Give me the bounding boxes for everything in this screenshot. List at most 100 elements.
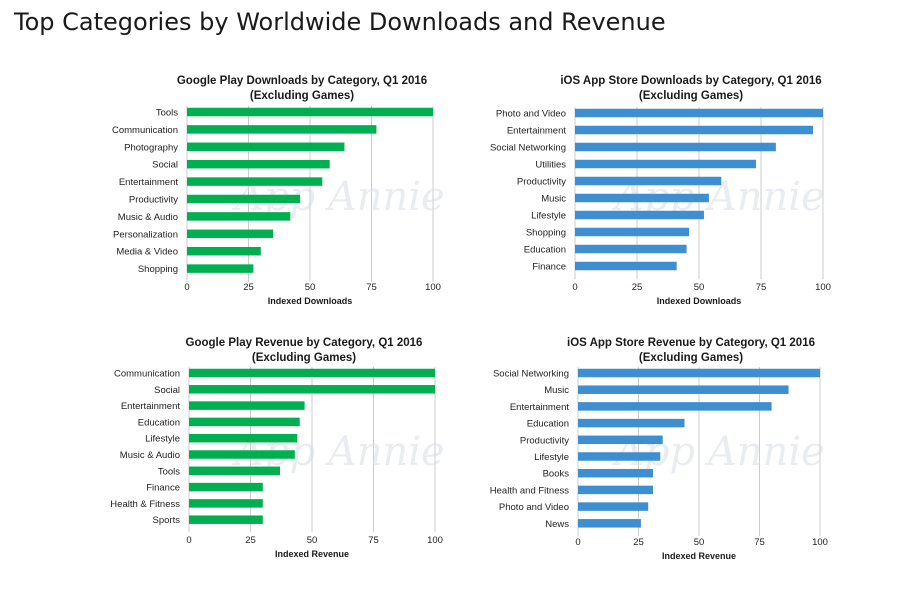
category-label: Music bbox=[544, 385, 569, 396]
bar bbox=[578, 502, 649, 511]
tick-label: 50 bbox=[694, 282, 705, 293]
chart-svg: Google Play Revenue by Category, Q1 2016… bbox=[110, 337, 444, 559]
bar bbox=[578, 452, 661, 461]
chart-subtitle: (Excluding Games) bbox=[250, 90, 354, 102]
tick-label: 50 bbox=[305, 282, 316, 293]
tick-label: 100 bbox=[812, 537, 828, 548]
category-label: Finance bbox=[532, 262, 566, 273]
bar bbox=[187, 229, 274, 239]
category-label: Books bbox=[543, 469, 570, 480]
category-label: Music & Audio bbox=[120, 450, 180, 461]
axis-title: Indexed Downloads bbox=[657, 296, 742, 306]
chart-ios-revenue: iOS App Store Revenue by Category, Q1 20… bbox=[450, 330, 880, 600]
bar bbox=[187, 264, 254, 273]
tick-label: 25 bbox=[243, 282, 254, 293]
chart-subtitle: (Excluding Games) bbox=[639, 352, 743, 364]
category-label: Music bbox=[541, 194, 566, 205]
category-label: Tools bbox=[156, 108, 178, 119]
category-label: Lifestyle bbox=[534, 452, 569, 463]
bar bbox=[575, 125, 814, 135]
category-label: Social Networking bbox=[493, 369, 569, 380]
axis-title: Indexed Downloads bbox=[268, 296, 353, 306]
category-label: Photo and Video bbox=[499, 502, 569, 513]
chart-title: iOS App Store Revenue by Category, Q1 20… bbox=[567, 337, 815, 349]
bar bbox=[189, 466, 281, 476]
tick-label: 100 bbox=[425, 282, 441, 293]
bar bbox=[578, 485, 654, 495]
tick-label: 25 bbox=[633, 537, 644, 548]
bar bbox=[187, 142, 345, 152]
category-label: Personalization bbox=[113, 229, 178, 240]
category-label: Health & Fitness bbox=[110, 499, 180, 510]
bar bbox=[189, 482, 263, 492]
category-label: Photo and Video bbox=[496, 109, 566, 120]
tick-label: 0 bbox=[184, 282, 189, 293]
category-label: Media & Video bbox=[116, 247, 178, 258]
category-label: Education bbox=[138, 417, 180, 428]
tick-label: 75 bbox=[368, 535, 379, 546]
bar bbox=[575, 108, 823, 118]
tick-label: 50 bbox=[694, 537, 705, 548]
bar bbox=[189, 385, 435, 394]
bar bbox=[189, 499, 263, 508]
tick-label: 75 bbox=[756, 282, 767, 293]
bar bbox=[575, 142, 776, 152]
category-label: Tools bbox=[158, 466, 180, 477]
bar bbox=[575, 210, 704, 220]
category-label: News bbox=[545, 519, 569, 530]
bar bbox=[189, 450, 295, 459]
chart-title: Google Play Revenue by Category, Q1 2016 bbox=[186, 337, 423, 349]
chart-ios-downloads: iOS App Store Downloads by Category, Q1 … bbox=[450, 68, 880, 338]
chart-google-play-downloads: Google Play Downloads by Category, Q1 20… bbox=[20, 68, 450, 338]
bar bbox=[187, 107, 433, 117]
bar bbox=[187, 212, 291, 221]
bar bbox=[189, 401, 305, 410]
category-label: Shopping bbox=[138, 264, 178, 275]
category-label: Productivity bbox=[517, 177, 566, 188]
tick-label: 100 bbox=[815, 282, 831, 293]
category-label: Music & Audio bbox=[118, 212, 178, 223]
axis-title: Indexed Revenue bbox=[275, 549, 349, 559]
category-label: Health and Fitness bbox=[490, 485, 569, 496]
tick-label: 25 bbox=[245, 535, 256, 546]
category-label: Education bbox=[527, 419, 569, 430]
category-label: Entertainment bbox=[119, 177, 179, 188]
bar bbox=[578, 435, 663, 445]
bar bbox=[575, 227, 690, 237]
bar bbox=[575, 193, 709, 203]
chart-svg: iOS App Store Downloads by Category, Q1 … bbox=[490, 75, 831, 306]
bar bbox=[575, 159, 757, 169]
bar bbox=[187, 194, 301, 204]
axis-title: Indexed Revenue bbox=[662, 551, 736, 561]
category-label: Education bbox=[524, 245, 566, 256]
category-label: Social Networking bbox=[490, 143, 566, 154]
tick-label: 25 bbox=[632, 282, 643, 293]
bar bbox=[578, 368, 820, 378]
bar bbox=[187, 125, 377, 134]
chart-google-play-revenue: Google Play Revenue by Category, Q1 2016… bbox=[20, 330, 450, 600]
chart-svg: Google Play Downloads by Category, Q1 20… bbox=[112, 75, 445, 306]
category-label: Entertainment bbox=[507, 126, 567, 137]
category-label: Shopping bbox=[526, 228, 566, 239]
category-label: Finance bbox=[146, 483, 180, 494]
bar bbox=[578, 519, 641, 528]
bar bbox=[187, 246, 261, 256]
category-label: Entertainment bbox=[121, 401, 181, 412]
bar bbox=[187, 177, 323, 186]
bar bbox=[187, 159, 330, 169]
bar bbox=[578, 468, 654, 478]
bar bbox=[578, 385, 789, 394]
category-label: Productivity bbox=[129, 195, 178, 206]
category-label: Utilities bbox=[535, 160, 566, 171]
category-label: Social bbox=[152, 160, 178, 171]
category-label: Lifestyle bbox=[531, 211, 566, 222]
chart-title: iOS App Store Downloads by Category, Q1 … bbox=[560, 75, 821, 87]
category-label: Lifestyle bbox=[145, 434, 180, 445]
bar bbox=[189, 417, 300, 427]
bar bbox=[575, 244, 687, 254]
tick-label: 0 bbox=[186, 535, 191, 546]
tick-label: 75 bbox=[754, 537, 765, 548]
category-label: Communication bbox=[114, 369, 180, 380]
tick-label: 100 bbox=[427, 535, 443, 546]
bar bbox=[189, 368, 435, 378]
